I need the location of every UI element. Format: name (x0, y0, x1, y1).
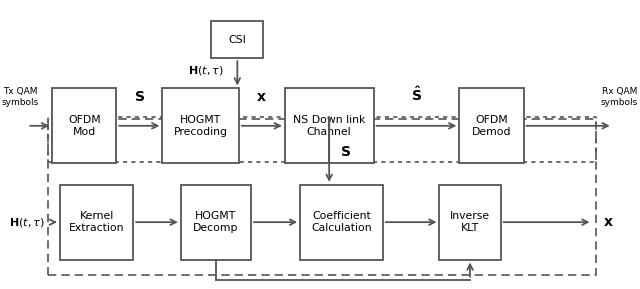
Text: $\mathbf{x}$: $\mathbf{x}$ (257, 90, 268, 104)
FancyBboxPatch shape (180, 185, 251, 260)
Text: HOGMT
Decomp: HOGMT Decomp (193, 211, 239, 233)
Text: $\mathbf{S}$: $\mathbf{S}$ (340, 145, 351, 159)
Text: Rx QAM
symbols: Rx QAM symbols (601, 87, 638, 107)
Text: OFDM
Mod: OFDM Mod (68, 115, 100, 137)
Text: OFDM
Demod: OFDM Demod (472, 115, 511, 137)
Text: $\mathbf{H}(t,\tau)$: $\mathbf{H}(t,\tau)$ (8, 216, 44, 229)
FancyBboxPatch shape (211, 21, 264, 58)
FancyBboxPatch shape (60, 185, 133, 260)
Text: NS Down link
Channel: NS Down link Channel (293, 115, 365, 137)
Text: Inverse
KLT: Inverse KLT (450, 211, 490, 233)
Text: $\mathbf{x}$: $\mathbf{x}$ (603, 215, 614, 229)
FancyBboxPatch shape (460, 88, 524, 163)
Text: Kernel
Extraction: Kernel Extraction (68, 211, 124, 233)
FancyBboxPatch shape (52, 88, 116, 163)
FancyBboxPatch shape (440, 185, 500, 260)
FancyBboxPatch shape (300, 185, 383, 260)
Text: HOGMT
Precoding: HOGMT Precoding (173, 115, 228, 137)
Text: $\mathbf{S}$: $\mathbf{S}$ (134, 90, 145, 104)
Text: $\mathbf{H}(t,\tau)$: $\mathbf{H}(t,\tau)$ (188, 64, 224, 77)
Text: Coefficient
Calculation: Coefficient Calculation (311, 211, 372, 233)
Text: Tx QAM
symbols: Tx QAM symbols (2, 87, 39, 107)
FancyBboxPatch shape (163, 88, 239, 163)
Text: $\mathbf{\hat{S}}$: $\mathbf{\hat{S}}$ (411, 86, 422, 104)
Text: CSI: CSI (228, 34, 246, 45)
FancyBboxPatch shape (285, 88, 374, 163)
